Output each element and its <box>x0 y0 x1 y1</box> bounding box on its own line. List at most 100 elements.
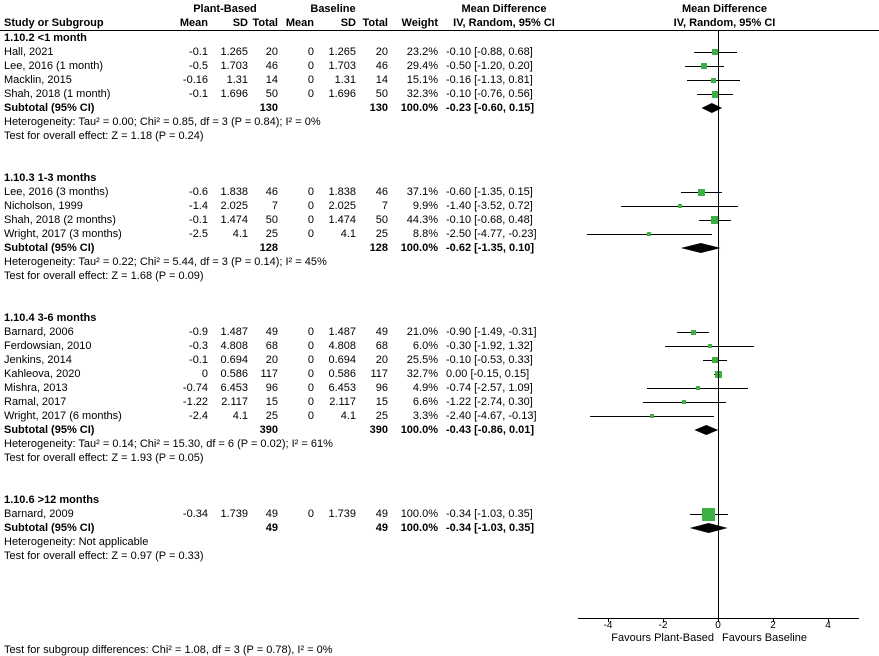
study-plot-cell <box>570 227 879 241</box>
plant-total: 46 <box>265 186 278 198</box>
overall-effect-note: Test for overall effect: Z = 1.93 (P = 0… <box>4 452 204 464</box>
empty-cell <box>314 241 356 255</box>
baseline-total: 14 <box>375 74 388 86</box>
study-row: Wright, 2017 (3 months) -2.5 4.1 25 0 4.1 25 8.… <box>0 227 879 241</box>
subtotal-row: Subtotal (95% CI) 49 49 100.0% -0.34 [-1.03,… <box>0 521 879 535</box>
plant-sd: 4.1 <box>232 410 248 422</box>
baseline-total: 96 <box>375 382 388 394</box>
empty-cell <box>172 101 208 115</box>
baseline-total: 25 <box>375 410 388 422</box>
baseline-mean: 0 <box>307 228 314 240</box>
weight-value: 21.0% <box>406 326 438 338</box>
group-title: 1.10.4 3-6 months <box>4 312 97 324</box>
weight-value: 25.5% <box>406 354 438 366</box>
weight-value: 32.3% <box>406 88 438 100</box>
md-ci-text: -0.16 [-1.13, 0.81] <box>446 74 533 86</box>
plant-mean: -2.4 <box>189 410 208 422</box>
effect-square <box>695 386 700 390</box>
baseline-mean: 0 <box>307 200 314 212</box>
study-plot-cell <box>570 339 879 353</box>
overall-effect-note: Test for overall effect: Z = 1.18 (P = 0… <box>4 130 204 142</box>
baseline-mean: 0 <box>307 354 314 366</box>
plant-mean: -0.34 <box>182 508 208 520</box>
group-title: 1.10.3 1-3 months <box>4 172 97 184</box>
study-row: Ramal, 2017 -1.22 2.117 15 0 2.117 15 6.6% -1.22… <box>0 395 879 409</box>
baseline-sd: 1.696 <box>328 88 356 100</box>
baseline-mean: 0 <box>307 368 314 380</box>
favours-right-label: Favours Baseline <box>722 632 807 644</box>
baseline-sd-column-header: SD <box>340 17 356 29</box>
study-plot-cell <box>570 395 879 409</box>
study-row: Ferdowsian, 2010 -0.3 4.808 68 0 4.808 68 6.0% -… <box>0 339 879 353</box>
table-body: 1.10.2 <1 month Hall, 2021 -0.1 1.265 20 0 1.2… <box>0 31 879 563</box>
study-plot-cell <box>570 59 879 73</box>
effect-square <box>712 49 719 55</box>
md-ci-text: -0.90 [-1.49, -0.31] <box>446 326 537 338</box>
baseline-total: 128 <box>369 242 388 254</box>
empty-cell <box>314 521 356 535</box>
plant-sd: 1.31 <box>226 74 248 86</box>
study-row: Lee, 2016 (1 month) -0.5 1.703 46 0 1.703 46 29… <box>0 59 879 73</box>
effect-square <box>712 357 719 363</box>
plant-mean: -0.1 <box>189 354 208 366</box>
baseline-sd: 4.808 <box>328 340 356 352</box>
effect-square <box>647 232 652 236</box>
axis-tick <box>773 618 774 622</box>
subtotal-diamond <box>701 103 723 113</box>
axis-tick-label: -2 <box>658 620 668 631</box>
study-plot-cell <box>570 353 879 367</box>
empty-cell <box>208 423 248 437</box>
baseline-total: 117 <box>370 368 388 380</box>
baseline-total: 25 <box>375 228 388 240</box>
baseline-total: 50 <box>375 214 388 226</box>
md-ci-text: -2.40 [-4.67, -0.13] <box>446 410 537 422</box>
md-ci-text: -0.74 [-2.57, 1.09] <box>446 382 533 394</box>
empty-cell <box>314 101 356 115</box>
plant-mean: -0.5 <box>189 60 208 72</box>
md-ci-text: -0.10 [-0.53, 0.33] <box>446 354 533 366</box>
baseline-sd: 2.025 <box>328 200 356 212</box>
study-plot-cell <box>570 381 879 395</box>
favours-left-label: Favours Plant-Based <box>611 632 714 644</box>
subtotal-plot-cell <box>570 241 879 255</box>
plant-total: 14 <box>265 74 278 86</box>
baseline-total: 49 <box>375 326 388 338</box>
study-row: Hall, 2021 -0.1 1.265 20 0 1.265 20 23.2% -0.10 … <box>0 45 879 59</box>
empty-cell <box>208 521 248 535</box>
study-plot-cell <box>570 87 879 101</box>
weight-column-header: Weight <box>401 17 438 29</box>
weight-value: 23.2% <box>406 46 438 58</box>
weight-value: 100.0% <box>400 424 438 436</box>
baseline-mean: 0 <box>307 382 314 394</box>
baseline-sd: 1.31 <box>334 74 356 86</box>
weight-value: 6.6% <box>412 396 438 408</box>
subtotal-plot-cell <box>570 521 879 535</box>
plant-total: 130 <box>259 102 278 114</box>
effect-square <box>682 400 687 404</box>
overall-effect-note: Test for overall effect: Z = 1.68 (P = 0… <box>4 270 204 282</box>
effect-square <box>701 63 708 69</box>
plant-sd-column-header: SD <box>232 17 248 29</box>
weight-value: 3.3% <box>412 410 438 422</box>
md-ci-text: -0.10 [-0.76, 0.56] <box>446 88 533 100</box>
baseline-mean: 0 <box>307 74 314 86</box>
study-name: Ferdowsian, 2010 <box>4 340 92 352</box>
axis-tick-label: 4 <box>825 620 831 631</box>
baseline-mean-column-header: Mean <box>285 17 314 29</box>
subtotal-plot-cell <box>570 101 879 115</box>
subtotal-label: Subtotal (95% CI) <box>4 522 95 534</box>
empty-cell <box>314 423 356 437</box>
weight-value: 37.1% <box>406 186 438 198</box>
effect-square <box>711 90 719 98</box>
plant-total: 46 <box>265 60 278 72</box>
effect-square <box>711 77 717 83</box>
subtotal-row: Subtotal (95% CI) 390 390 100.0% -0.43 [-0.8… <box>0 423 879 437</box>
baseline-mean: 0 <box>307 410 314 422</box>
md-ci-text: -0.10 [-0.68, 0.48] <box>446 214 533 226</box>
plant-total: 15 <box>265 396 278 408</box>
baseline-sd: 1.487 <box>328 326 356 338</box>
group-spacer <box>0 465 879 493</box>
study-plot-cell <box>570 325 879 339</box>
md-ci-text: 0.00 [-0.15, 0.15] <box>446 368 530 380</box>
mean-difference-header: Mean Difference <box>461 3 547 15</box>
